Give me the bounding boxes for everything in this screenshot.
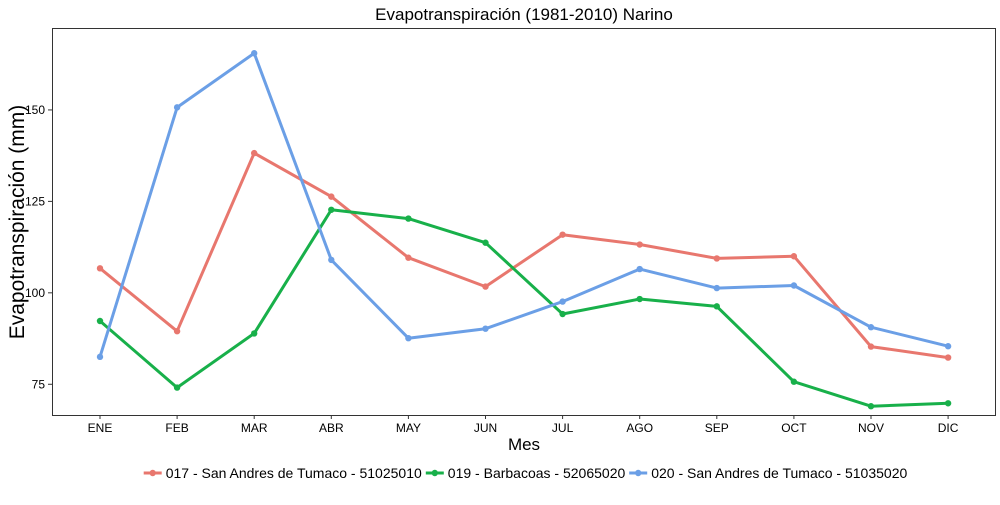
data-point <box>944 343 952 350</box>
data-point <box>482 325 489 332</box>
x-tick-label: FEB <box>165 421 188 435</box>
series-line <box>98 151 950 360</box>
data-point <box>173 104 181 111</box>
data-point <box>559 231 566 238</box>
x-tick-label: JUN <box>474 421 497 435</box>
data-point <box>96 317 104 325</box>
y-axis-title: Evapotranspiración (mm) <box>6 105 29 340</box>
legend-key-point <box>635 469 642 477</box>
x-tick-label: MAY <box>396 421 421 435</box>
data-point <box>96 353 104 361</box>
y-tick-label: 150 <box>25 103 45 117</box>
data-point <box>636 241 643 248</box>
data-point <box>405 215 412 222</box>
data-point <box>636 295 643 303</box>
data-point <box>405 334 412 342</box>
plot-panel <box>52 28 996 416</box>
data-point <box>867 324 875 331</box>
data-point <box>405 254 412 261</box>
x-tick-label: ABR <box>319 421 344 435</box>
series-line <box>98 208 950 408</box>
data-point <box>482 239 489 246</box>
y-tick-label: 75 <box>32 377 46 391</box>
x-tick-label: ENE <box>88 421 113 435</box>
data-point <box>713 255 720 262</box>
x-tick-label: SEP <box>705 421 729 435</box>
data-point <box>559 310 566 318</box>
data-point <box>790 282 798 289</box>
legend: 017 - San Andres de Tumaco - 51025010 019… <box>143 465 907 481</box>
legend-label: 017 - San Andres de Tumaco - 51025010 <box>166 465 422 481</box>
data-point <box>636 265 643 273</box>
series-line <box>98 51 950 359</box>
data-point <box>173 328 181 335</box>
x-axis: ENE FEB MAR ABR MAY JUN JUL AGO SEP OCT NOV DIC <box>88 415 959 435</box>
series-2 <box>96 206 952 410</box>
legend-item: 017 - San Andres de Tumaco - 51025010 <box>143 465 422 481</box>
data-point <box>251 330 258 337</box>
x-axis-title: Mes <box>508 435 540 454</box>
data-point <box>713 303 720 310</box>
legend-key-point <box>149 469 156 477</box>
data-point <box>251 149 258 157</box>
y-tick-label: 125 <box>25 194 45 208</box>
legend-label: 020 - San Andres de Tumaco - 51035020 <box>651 465 907 481</box>
data-point <box>328 193 335 200</box>
data-point <box>96 265 104 272</box>
series-3 <box>96 50 952 361</box>
data-point <box>944 400 952 407</box>
data-point <box>790 253 798 260</box>
legend-label: 019 - Barbacoas - 52065020 <box>448 465 626 481</box>
series-layer <box>96 50 952 410</box>
y-axis: 75 100 125 150 <box>25 103 52 391</box>
data-point <box>713 284 720 292</box>
data-point <box>867 343 875 350</box>
data-point <box>328 256 335 264</box>
x-tick-label: MAR <box>241 421 268 435</box>
x-tick-label: NOV <box>858 421 884 435</box>
legend-key-point <box>431 469 438 477</box>
x-tick-label: OCT <box>781 421 807 435</box>
legend-item: 020 - San Andres de Tumaco - 51035020 <box>629 465 907 481</box>
data-point <box>173 384 181 391</box>
data-point <box>867 403 875 410</box>
data-point <box>482 283 489 290</box>
x-tick-label: JUL <box>552 421 574 435</box>
series-1 <box>96 149 952 361</box>
x-tick-label: AGO <box>626 421 653 435</box>
data-point <box>251 50 258 57</box>
data-point <box>944 354 952 361</box>
chart-title: Evapotranspiración (1981-2010) Narino <box>375 5 673 24</box>
data-point <box>559 298 566 305</box>
data-point <box>790 378 798 385</box>
data-point <box>328 206 335 213</box>
y-tick-label: 100 <box>25 286 45 300</box>
legend-item: 019 - Barbacoas - 52065020 <box>425 465 626 481</box>
x-tick-label: DIC <box>938 421 959 435</box>
